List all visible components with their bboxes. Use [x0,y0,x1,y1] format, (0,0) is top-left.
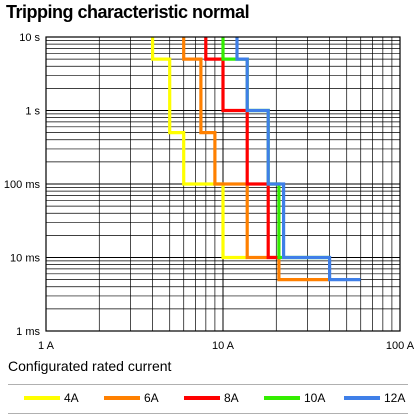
y-tick-label: 1 ms [16,326,40,338]
legend-swatch [184,396,220,400]
legend: 4A 6A 8A 10A 12A [8,384,408,414]
chart-title: Tripping characteristic normal [6,2,250,22]
y-tick-label: 10 s [19,32,40,44]
legend-swatch [264,396,300,400]
legend-title: Configurated rated current [8,358,172,374]
x-tick-label: 100 A [386,340,415,352]
legend-label: 8A [224,391,239,405]
legend-label: 4A [64,391,79,405]
legend-swatch [24,396,60,400]
x-tick-label: 10 A [212,340,235,352]
y-tick-label: 100 ms [4,179,41,191]
axes: 10 s 1 s 100 ms 10 ms 1 ms 1 A 10 A 100 A [4,32,415,352]
legend-label: 12A [384,391,406,405]
series-lines [151,37,361,282]
legend-label: 6A [144,391,159,405]
plot-frame [45,36,401,332]
series-line-6A [182,37,330,282]
series-line-12A [235,37,361,282]
legend-swatch [344,396,380,400]
y-tick-label: 1 s [25,106,40,118]
x-tick-label: 1 A [38,340,55,352]
tripping-chart: 10 s 1 s 100 ms 10 ms 1 ms 1 A 10 A 100 A [4,32,415,352]
legend-swatch [104,396,140,400]
y-tick-label: 10 ms [10,253,40,265]
legend-label: 10A [304,391,326,405]
series-line-4A [151,37,248,260]
